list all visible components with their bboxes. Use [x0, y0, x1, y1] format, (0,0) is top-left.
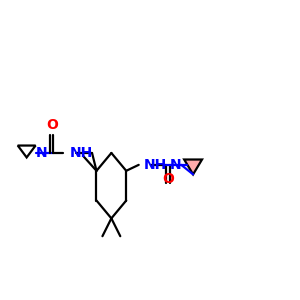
Text: O: O	[46, 118, 58, 132]
Text: NH: NH	[144, 158, 167, 172]
Polygon shape	[184, 160, 202, 174]
Text: O: O	[162, 172, 174, 186]
Text: N: N	[36, 146, 47, 160]
Text: N: N	[169, 158, 181, 172]
Text: NH: NH	[70, 146, 93, 160]
